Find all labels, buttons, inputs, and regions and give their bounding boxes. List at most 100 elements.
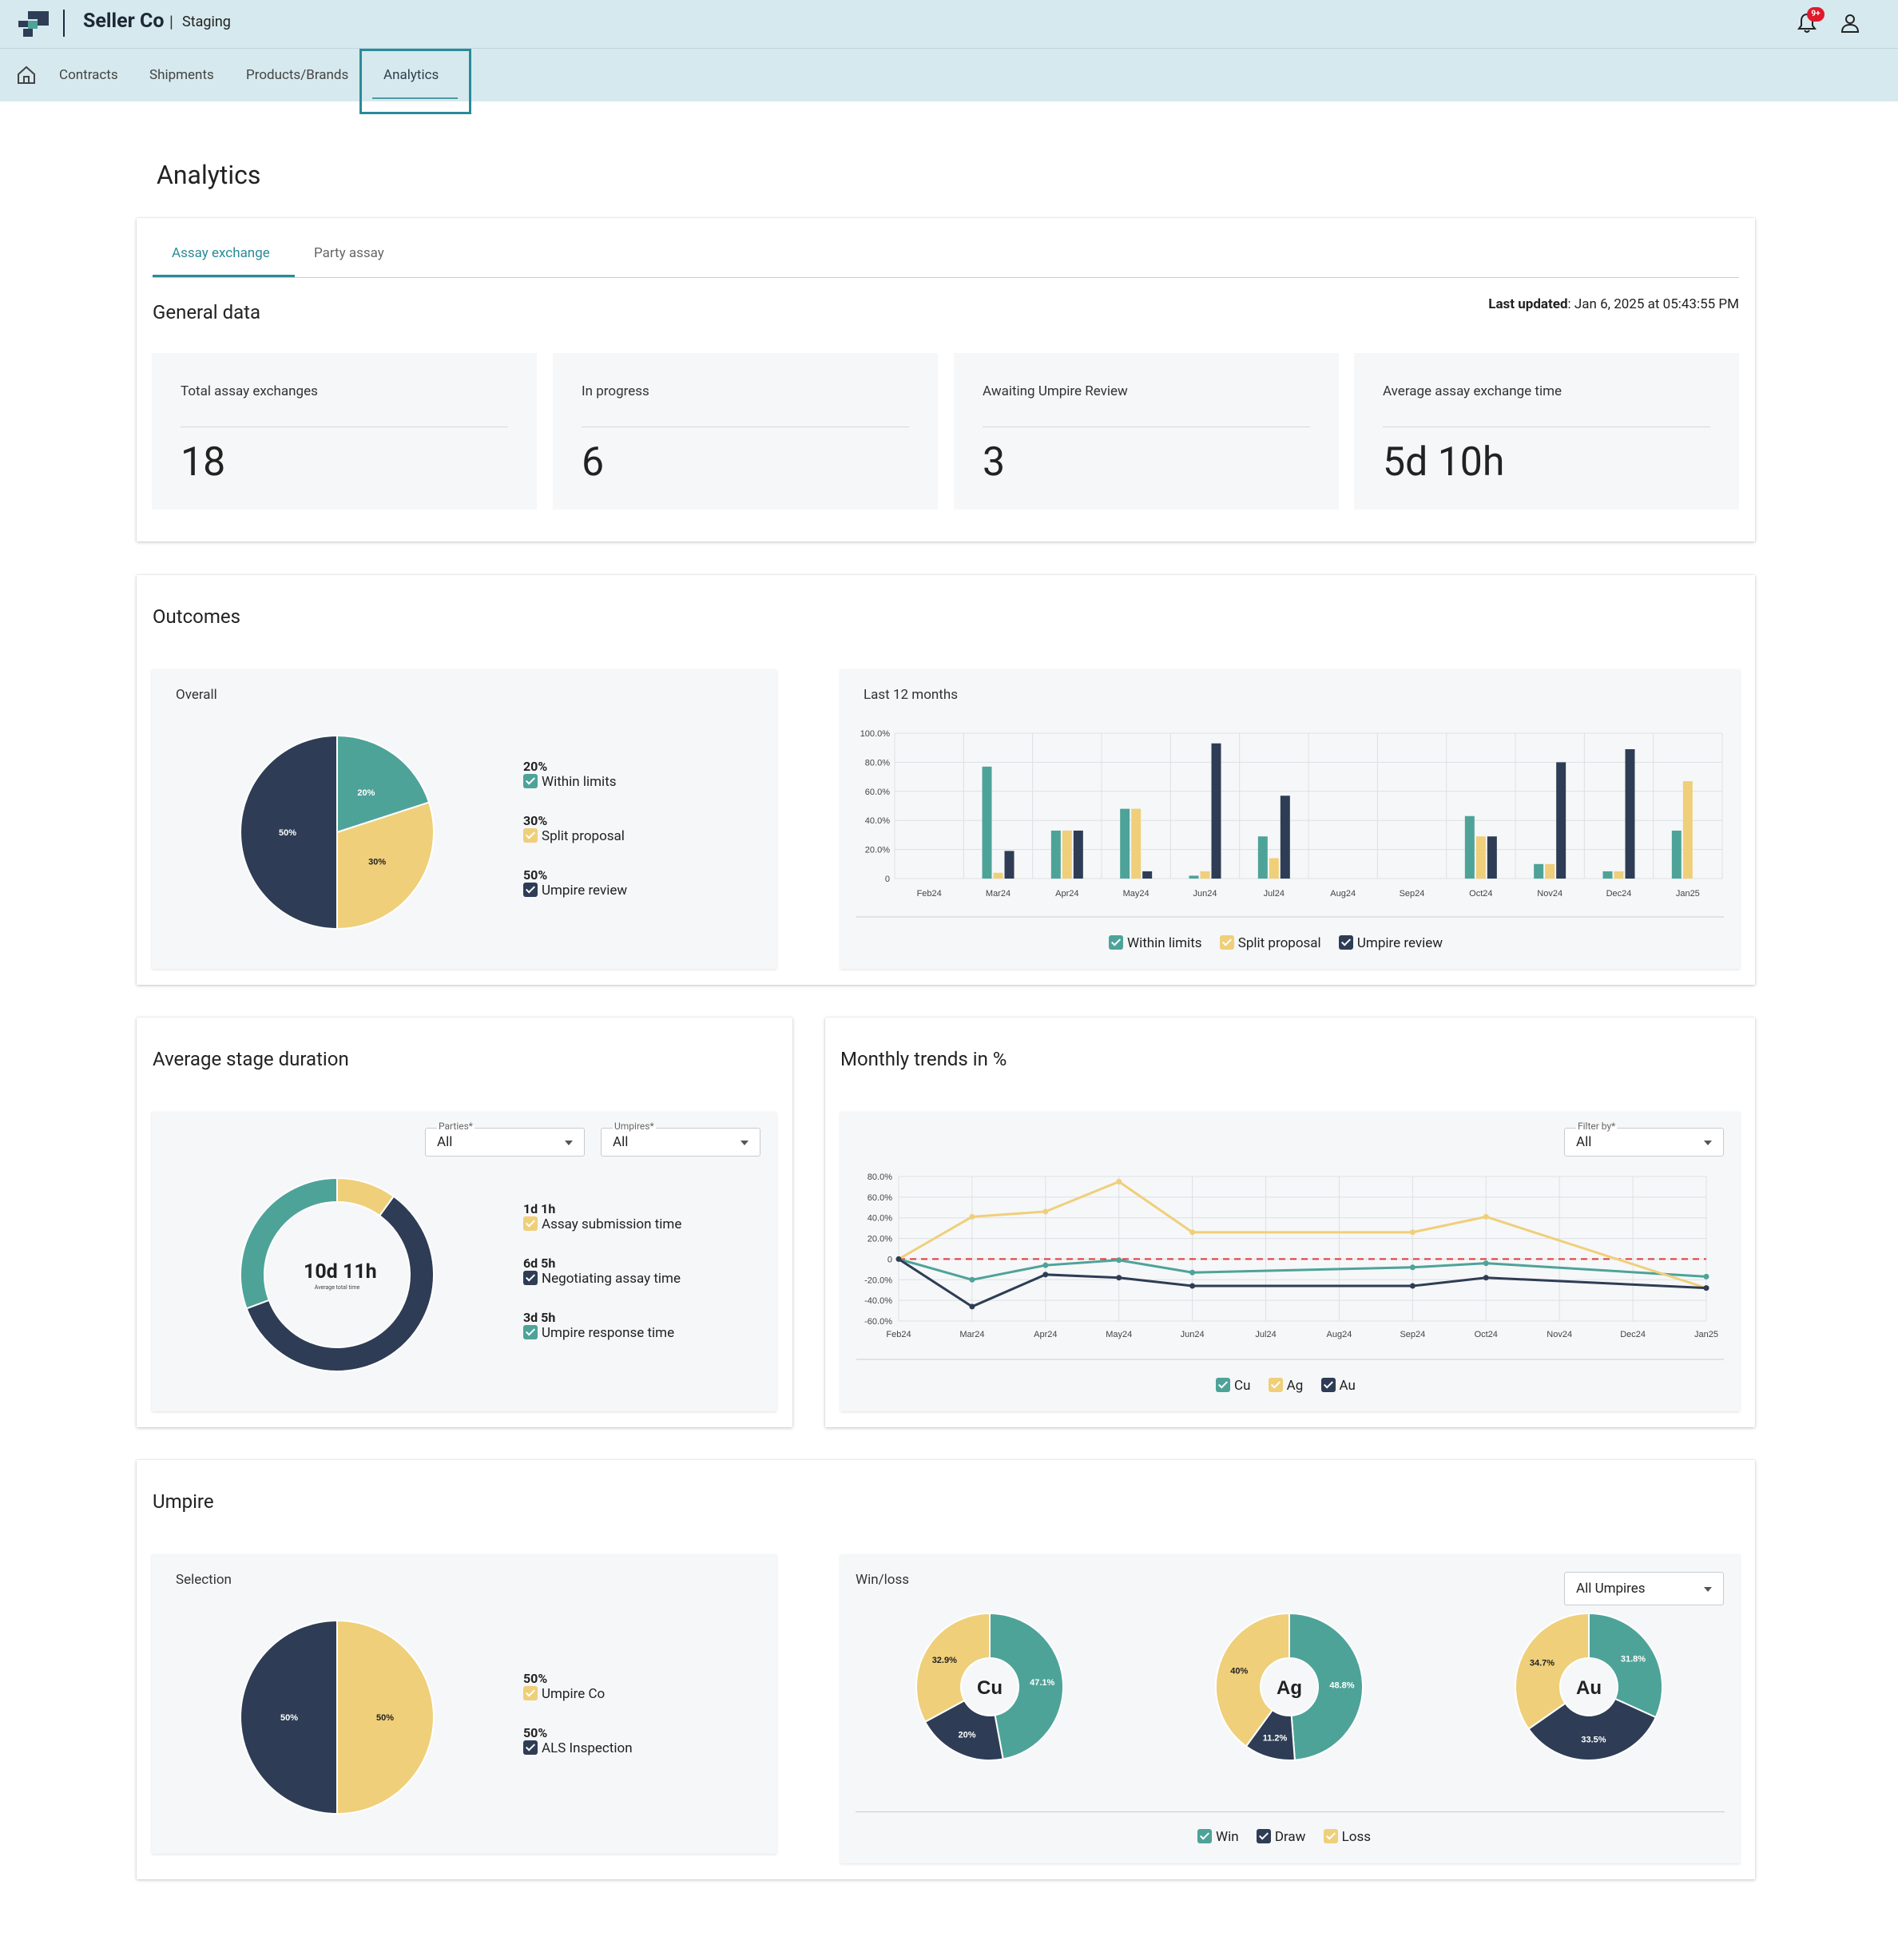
slice-win (1588, 1612, 1663, 1719)
legend-pct: 50% (523, 867, 548, 883)
x-tick-label: Nov24 (1547, 1330, 1572, 1339)
x-tick-label: Sep24 (1400, 889, 1425, 899)
bar-within-limits (1464, 815, 1475, 879)
checkbox-icon[interactable] (1338, 935, 1353, 950)
env-separator: | (169, 12, 173, 31)
legend-within-limits[interactable]: Within limits (1109, 935, 1202, 951)
tab-assay-exchange[interactable]: Assay exchange (172, 245, 270, 261)
legend-umpire-co[interactable]: 50% Umpire Co (523, 1671, 605, 1702)
checkbox-icon[interactable] (1268, 1378, 1283, 1392)
legend-loss[interactable]: Loss (1323, 1829, 1371, 1845)
series-point-cu (1703, 1273, 1709, 1280)
series-point-ag (1409, 1229, 1416, 1236)
series-point-au (1042, 1272, 1049, 1278)
checkbox-icon[interactable] (1323, 1829, 1338, 1843)
y-tick-label: 20.0% (865, 846, 890, 855)
user-account-icon[interactable] (1840, 13, 1860, 34)
home-icon[interactable] (16, 65, 37, 85)
umpire-title: Umpire (153, 1490, 214, 1513)
bar-within-limits (982, 766, 992, 879)
umpire-filter-select[interactable]: All Umpires (1564, 1572, 1724, 1605)
legend-draw[interactable]: Draw (1256, 1829, 1305, 1845)
checkbox-icon[interactable] (523, 1271, 538, 1285)
legend-pct: 50% (523, 1671, 548, 1686)
nav-shipments[interactable]: Shipments (149, 67, 214, 83)
legend-au[interactable]: Au (1320, 1378, 1356, 1394)
series-point-ag (969, 1213, 975, 1220)
tab-party-assay[interactable]: Party assay (314, 245, 384, 261)
nav-analytics[interactable]: Analytics (383, 67, 439, 83)
legend-label: Umpire review (542, 883, 628, 899)
nav-contracts[interactable]: Contracts (59, 67, 118, 83)
slice-loss (1215, 1612, 1290, 1748)
bar-umpire-review (1211, 743, 1221, 879)
checkbox-icon[interactable] (523, 1216, 538, 1231)
bar-umpire-review (1280, 796, 1290, 879)
nav-products-brands[interactable]: Products/Brands (246, 67, 349, 83)
stat-label: Average assay exchange time (1383, 383, 1562, 399)
x-tick-label: Sep24 (1400, 1330, 1425, 1339)
legend-umpire-response-time[interactable]: 3d 5h Umpire response time (523, 1310, 674, 1341)
chevron-down-icon (741, 1141, 748, 1145)
legend-label: Within limits (1127, 935, 1202, 951)
legend-umpire-review[interactable]: Umpire review (1338, 935, 1443, 951)
bar-split-proposal (1545, 863, 1555, 879)
series-point-cu (1483, 1260, 1489, 1267)
win-loss-title: Win/loss (856, 1572, 909, 1588)
checkbox-icon[interactable] (523, 883, 538, 897)
legend-cu[interactable]: Cu (1216, 1378, 1250, 1394)
legend-split-proposal[interactable]: 30% Split proposal (523, 813, 625, 844)
checkbox-icon[interactable] (1219, 935, 1234, 950)
slice-umpire-response-time (240, 1177, 338, 1310)
legend-split-proposal[interactable]: Split proposal (1219, 935, 1321, 951)
umpires-select[interactable]: Umpires* All (601, 1121, 760, 1157)
legend-umpire-review[interactable]: 50% Umpire review (523, 867, 627, 899)
bar-umpire-review (1073, 830, 1083, 879)
checkbox-icon[interactable] (523, 1740, 538, 1755)
umpire-filter-value: All Umpires (1576, 1581, 1646, 1597)
donut-center-label: Ag (1277, 1677, 1302, 1699)
x-tick-label: Feb24 (917, 889, 942, 899)
legend-label: Umpire review (1356, 935, 1443, 951)
checkbox-icon[interactable] (523, 828, 538, 843)
filter-by-select[interactable]: Filter by* All (1564, 1121, 1724, 1157)
x-tick-label: Aug24 (1327, 1330, 1352, 1339)
legend-als-inspection[interactable]: 50% ALS Inspection (523, 1725, 633, 1756)
y-tick-label: 60.0% (868, 1193, 892, 1203)
checkbox-icon[interactable] (1216, 1378, 1230, 1392)
chevron-down-icon (1704, 1587, 1712, 1592)
series-point-cu (969, 1276, 975, 1283)
stat-awaiting-umpire-review: Awaiting Umpire Review 3 (954, 353, 1339, 510)
legend-ag[interactable]: Ag (1268, 1378, 1304, 1394)
checkbox-icon[interactable] (1109, 935, 1123, 950)
x-tick-label: Jan25 (1694, 1330, 1718, 1339)
parties-select[interactable]: Parties* All (425, 1121, 585, 1157)
checkbox-icon[interactable] (523, 774, 538, 788)
legend-negotiating-assay-time[interactable]: 6d 5h Negotiating assay time (523, 1256, 681, 1287)
umpires-caption: Umpires* (613, 1121, 656, 1132)
slice-label: 20% (959, 1731, 976, 1740)
line-legend: Cu Ag Au (1216, 1378, 1370, 1394)
bar-split-proposal (1475, 836, 1486, 879)
legend-pct: 20% (523, 759, 548, 774)
checkbox-icon[interactable] (1320, 1378, 1336, 1392)
legend-label: Split proposal (1237, 935, 1321, 951)
company-logo-icon[interactable] (18, 11, 49, 37)
legend-label: Au (1339, 1378, 1356, 1394)
checkbox-icon[interactable] (523, 1325, 538, 1339)
checkbox-icon[interactable] (523, 1686, 538, 1700)
checkbox-icon[interactable] (1256, 1829, 1271, 1843)
legend-win[interactable]: Win (1197, 1829, 1239, 1845)
y-tick-label: -60.0% (864, 1317, 892, 1327)
legend-label: Ag (1286, 1378, 1304, 1394)
bar-within-limits (1189, 875, 1199, 879)
tab-active-indicator (153, 275, 295, 277)
filter-caption: Filter by* (1576, 1121, 1618, 1132)
slice-label: 31.8% (1621, 1654, 1646, 1664)
bar-split-proposal (1062, 830, 1072, 879)
brand-name[interactable]: Seller Co (83, 10, 165, 33)
checkbox-icon[interactable] (1197, 1829, 1212, 1843)
slice-label: 50% (376, 1713, 394, 1723)
legend-assay-submission-time[interactable]: 1d 1h Assay submission time (523, 1201, 681, 1232)
legend-within-limits[interactable]: 20% Within limits (523, 759, 617, 790)
